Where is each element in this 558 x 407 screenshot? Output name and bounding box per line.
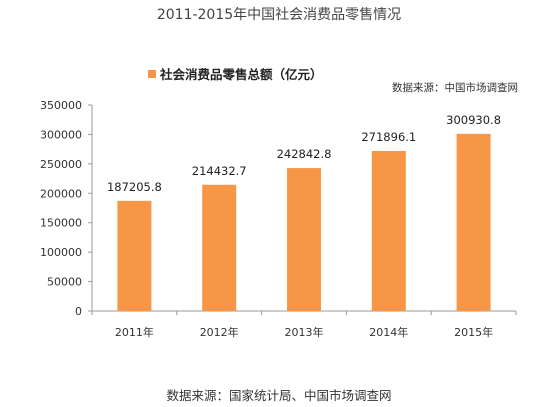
x-tick-label: 2012年 <box>200 325 239 339</box>
bar <box>202 184 237 311</box>
data-label: 187205.8 <box>107 180 162 194</box>
legend-swatch <box>148 69 156 78</box>
bar <box>371 150 406 311</box>
y-tick-label: 100000 <box>40 246 82 259</box>
y-tick-label: 0 <box>75 305 82 318</box>
bar <box>456 133 491 311</box>
x-tick-label: 2013年 <box>285 325 324 339</box>
source-note-top: 数据来源：中国市场调查网 <box>392 82 518 94</box>
y-tick-label: 350000 <box>40 99 82 112</box>
source-note-bottom: 数据来源：国家统计局、中国市场调查网 <box>166 388 392 403</box>
y-tick-label: 50000 <box>47 276 82 289</box>
x-tick-label: 2015年 <box>454 325 493 339</box>
y-tick-label: 200000 <box>40 187 82 200</box>
bar <box>287 168 321 311</box>
data-label: 271896.1 <box>361 130 416 144</box>
y-tick-label: 250000 <box>40 158 82 171</box>
data-label: 242842.8 <box>277 147 332 161</box>
data-label: 214432.7 <box>192 164 247 178</box>
legend-label: 社会消费品零售总额（亿元） <box>160 67 323 82</box>
y-tick-label: 300000 <box>40 128 82 141</box>
x-tick-label: 2011年 <box>115 325 154 339</box>
y-tick-label: 150000 <box>40 217 82 230</box>
chart-title: 2011-2015年中国社会消费品零售情况 <box>156 7 402 23</box>
bar <box>117 200 152 311</box>
x-tick-label: 2014年 <box>369 325 408 339</box>
data-label: 300930.8 <box>446 113 501 127</box>
legend: 社会消费品零售总额（亿元） <box>148 64 323 83</box>
